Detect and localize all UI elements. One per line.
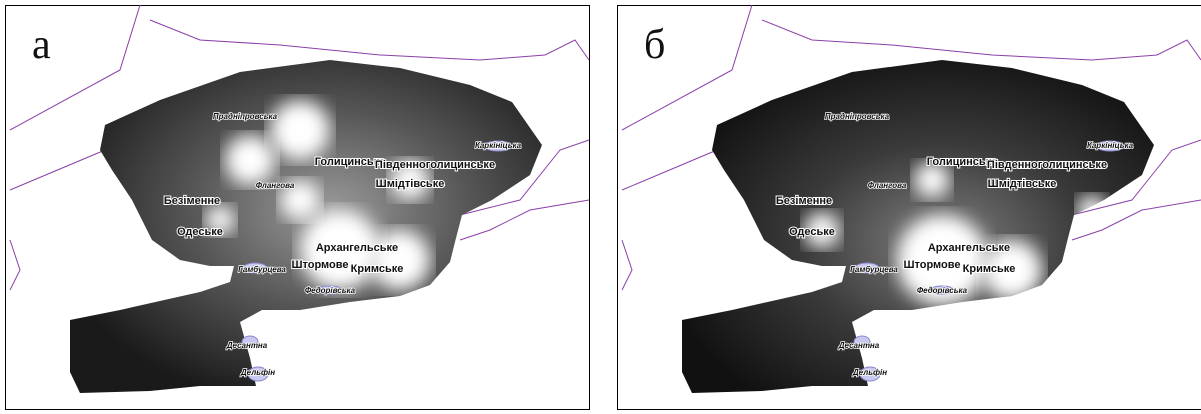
panel-label: б bbox=[644, 22, 665, 68]
map-panel: б Прадніпровська Каркініцька ГолицинськеПів… bbox=[617, 4, 1201, 410]
place-label: Кримське bbox=[351, 263, 404, 275]
place-label: Федорівська bbox=[305, 286, 356, 295]
coastline bbox=[761, 19, 1201, 61]
place-label: Флангова bbox=[256, 181, 295, 190]
bright-zone bbox=[390, 160, 430, 200]
place-label: Гамбурцева bbox=[238, 265, 286, 274]
place-label: Південноголицинське bbox=[375, 159, 495, 171]
field-outline bbox=[1095, 140, 1125, 152]
field-area bbox=[70, 60, 542, 393]
place-label: Дельфін bbox=[240, 368, 275, 377]
place-label: Гамбурцева bbox=[850, 265, 898, 274]
coastline bbox=[459, 199, 590, 241]
field-outline bbox=[317, 285, 343, 295]
place-label: Десантна bbox=[838, 341, 880, 350]
field-outline bbox=[854, 262, 880, 274]
bright-zone bbox=[914, 162, 950, 198]
bright-zone bbox=[270, 100, 330, 160]
coastline bbox=[621, 149, 718, 191]
field-outline bbox=[247, 366, 269, 382]
field-outline bbox=[853, 335, 871, 349]
bright-zone bbox=[205, 205, 235, 235]
place-label: Архангельське bbox=[928, 242, 1010, 254]
bright-zone bbox=[982, 240, 1042, 300]
bright-zone bbox=[300, 210, 380, 290]
field-outline bbox=[929, 285, 955, 295]
place-label: Шмідтівське bbox=[376, 178, 445, 190]
field-outline bbox=[241, 335, 259, 349]
field-outline bbox=[242, 262, 268, 274]
bright-zone bbox=[280, 180, 320, 220]
place-label: Архангельське bbox=[316, 242, 398, 254]
bright-zone bbox=[370, 230, 430, 290]
place-label: Шмідтівське bbox=[988, 178, 1057, 190]
place-label: Одеське bbox=[789, 226, 835, 238]
coastline bbox=[1071, 199, 1201, 241]
bright-zone bbox=[225, 135, 275, 185]
coastline bbox=[9, 4, 141, 131]
place-label: Південноголицинське bbox=[987, 159, 1107, 171]
coastline bbox=[149, 19, 590, 61]
place-label: Безіменне bbox=[776, 195, 832, 207]
bright-zone bbox=[897, 215, 987, 305]
place-label: Каркініцька bbox=[475, 141, 522, 150]
coastline bbox=[459, 139, 590, 216]
map-panel: а Прадніпровська Каркініцька ГолицинськеПів… bbox=[5, 4, 590, 410]
place-label: Каркініцька bbox=[1087, 141, 1134, 150]
texture bbox=[205, 100, 430, 290]
field-outline bbox=[483, 140, 513, 152]
coastline bbox=[9, 149, 106, 191]
place-label: Прадніпровська bbox=[825, 112, 890, 121]
field-outline bbox=[859, 366, 881, 382]
place-label: Флангова bbox=[868, 181, 907, 190]
place-label: Штормове bbox=[903, 259, 960, 271]
place-label: Десантна bbox=[226, 341, 268, 350]
coastline bbox=[621, 4, 753, 131]
coastline bbox=[1071, 139, 1201, 216]
bright-zone bbox=[804, 212, 840, 248]
coastline bbox=[621, 239, 633, 291]
coastline bbox=[9, 239, 21, 291]
place-label: Голицинське bbox=[315, 156, 386, 168]
place-label: Кримське bbox=[963, 263, 1016, 275]
place-label: Безіменне bbox=[164, 195, 220, 207]
place-label: Дельфін bbox=[852, 368, 887, 377]
place-label: Одеське bbox=[177, 226, 223, 238]
place-label: Штормове bbox=[291, 259, 348, 271]
place-label: Голицинське bbox=[927, 156, 998, 168]
panel-label: а bbox=[32, 22, 51, 68]
place-label: Прадніпровська bbox=[213, 112, 278, 121]
place-label: Федорівська bbox=[917, 286, 968, 295]
